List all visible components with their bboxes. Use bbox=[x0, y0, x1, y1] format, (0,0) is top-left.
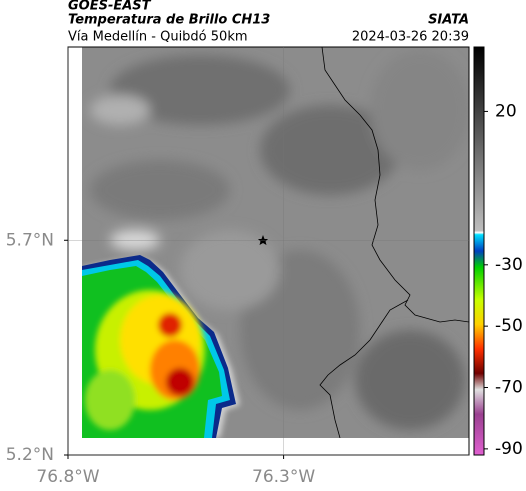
colorbar-tick-label: -50 bbox=[495, 316, 523, 336]
colorbar-tick-label: -90 bbox=[495, 439, 523, 459]
source: SIATA bbox=[428, 13, 469, 28]
location-marker bbox=[258, 235, 268, 245]
y-tick-label: 5.2°N bbox=[6, 445, 54, 465]
colorbar-tick-label: 20 bbox=[495, 101, 517, 121]
x-tick-label: 76.8°W bbox=[36, 467, 99, 487]
colorbar-tick-label: -30 bbox=[495, 255, 523, 275]
product: Temperatura de Brillo CH13 bbox=[68, 13, 270, 28]
colorbar-tick-label: -70 bbox=[495, 378, 523, 398]
x-tick-label: 76.3°W bbox=[252, 467, 315, 487]
region: Vía Medellín - Quibdó 50km bbox=[68, 30, 248, 45]
satellite-image bbox=[82, 47, 469, 438]
satellite: GOES-EAST bbox=[68, 0, 152, 14]
datetime: 2024-03-26 20:39 bbox=[352, 30, 469, 45]
colorbar bbox=[473, 46, 485, 456]
y-tick-label: 5.7°N bbox=[6, 230, 54, 250]
